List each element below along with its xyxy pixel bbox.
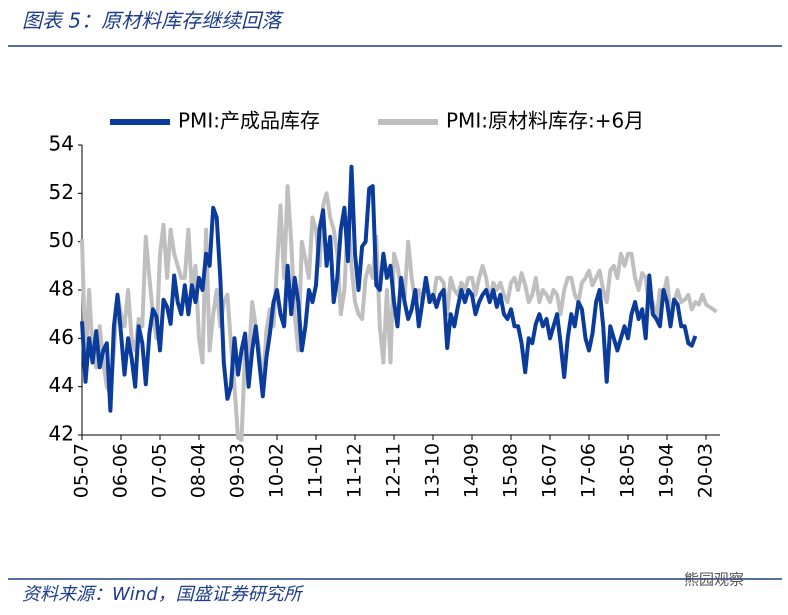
x-tick-label: 16-07 [539, 443, 561, 498]
y-tick-label: 54 [49, 132, 74, 156]
x-tick-label: 09-03 [227, 443, 249, 498]
x-tick-label: 06-06 [110, 443, 132, 498]
x-tick-label: 18-05 [617, 443, 639, 498]
x-tick-label: 12-11 [383, 443, 405, 498]
x-tick-label: 20-03 [695, 443, 717, 498]
header-title: 图表 5：原材料库存继续回落 [22, 9, 284, 33]
x-tick-label: 15-08 [500, 443, 522, 498]
watermark: 熊园观察 [684, 571, 744, 589]
y-tick-label: 52 [49, 180, 74, 204]
legend-label: PMI:原材料库存:+6月 [446, 109, 644, 133]
x-tick-label: 17-06 [578, 443, 600, 498]
x-tick-label: 05-07 [71, 443, 93, 498]
y-tick-label: 48 [49, 277, 74, 301]
series-line [80, 164, 698, 413]
y-tick-label: 46 [49, 325, 74, 349]
x-tick-label: 14-09 [461, 443, 483, 498]
y-tick-label: 42 [49, 422, 74, 446]
x-tick-label: 07-05 [149, 443, 171, 498]
x-tick-label: 08-04 [188, 443, 210, 498]
x-tick-label: 13-10 [422, 443, 444, 498]
y-tick-label: 50 [49, 228, 74, 252]
x-tick-label: 11-01 [305, 443, 327, 498]
y-tick-label: 44 [49, 373, 74, 397]
x-tick-label: 11-12 [344, 443, 366, 498]
source: 资料来源：Wind，国盛证券研究所 [22, 584, 305, 605]
x-tick-label: 10-02 [266, 443, 288, 498]
x-tick-label: 19-04 [656, 443, 678, 498]
legend-label: PMI:产成品库存 [178, 109, 320, 133]
